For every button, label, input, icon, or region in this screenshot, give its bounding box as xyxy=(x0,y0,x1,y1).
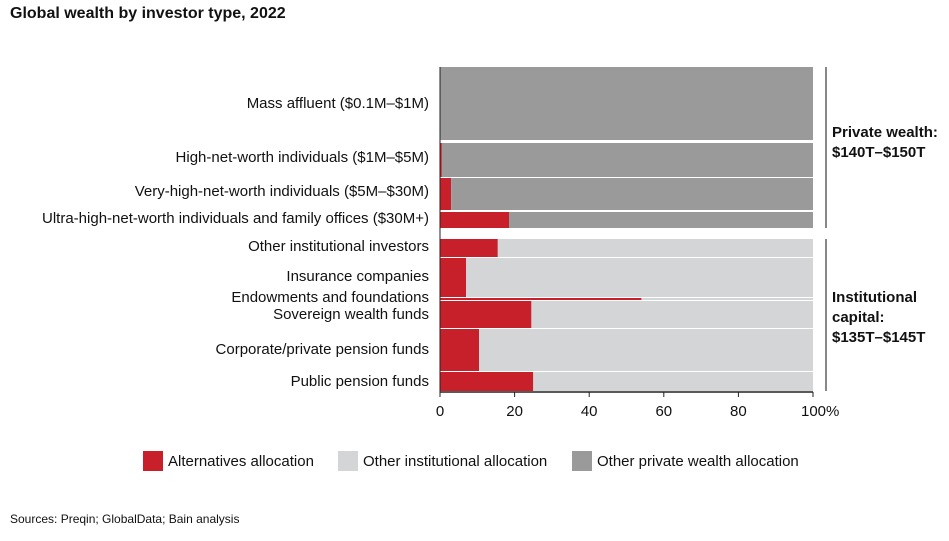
bar-segment xyxy=(440,212,510,228)
bar-segment xyxy=(451,178,813,210)
x-tick-label: 80 xyxy=(730,403,747,420)
category-label: Corporate/private pension funds xyxy=(216,341,429,358)
bar-segment xyxy=(440,298,642,300)
bar-segment xyxy=(440,67,813,140)
legend-swatch xyxy=(143,451,163,471)
category-label: High-net-worth individuals ($1M–$5M) xyxy=(176,149,429,166)
bar-segment xyxy=(440,329,480,371)
category-label: Ultra-high-net-worth individuals and fam… xyxy=(42,210,429,227)
x-tick-label: 40 xyxy=(581,403,598,420)
legend-swatch xyxy=(338,451,358,471)
bar-segment xyxy=(440,258,467,297)
bar-segment xyxy=(440,178,452,210)
x-tick-label: 100% xyxy=(801,403,839,420)
category-label: Endowments and foundations xyxy=(231,289,429,306)
bar-segment xyxy=(440,301,532,328)
legend-swatch xyxy=(572,451,592,471)
chart-title: Global wealth by investor type, 2022 xyxy=(10,5,286,22)
bar-segment xyxy=(479,329,813,371)
bar-segment xyxy=(440,239,498,257)
bar-segment xyxy=(497,239,813,257)
source: Sources: Preqin; GlobalData; Bain analys… xyxy=(10,512,239,526)
bar-segment xyxy=(466,258,813,297)
annotation: Private wealth: xyxy=(832,124,938,141)
category-label: Public pension funds xyxy=(291,373,429,390)
annotation: $140T–$150T xyxy=(832,144,925,161)
category-label: Sovereign wealth funds xyxy=(273,306,429,323)
legend-label: Other institutional allocation xyxy=(363,453,547,470)
bar-segment xyxy=(440,143,442,177)
category-label: Other institutional investors xyxy=(248,238,429,255)
legend-label: Alternatives allocation xyxy=(168,453,314,470)
bar-segment xyxy=(440,372,534,391)
x-tick-label: 20 xyxy=(506,403,523,420)
x-tick-label: 0 xyxy=(436,403,444,420)
annotation: $135T–$145T xyxy=(832,329,925,346)
category-label: Insurance companies xyxy=(286,268,429,285)
bar-segment xyxy=(533,372,813,391)
category-label: Very-high-net-worth individuals ($5M–$30… xyxy=(135,183,429,200)
bar-segment xyxy=(641,298,813,300)
bar-segment xyxy=(441,143,813,177)
legend-label: Other private wealth allocation xyxy=(597,453,799,470)
category-label: Mass affluent ($0.1M–$1M) xyxy=(247,95,429,112)
annotation: Institutional xyxy=(832,289,917,306)
annotation: capital: xyxy=(832,309,885,326)
x-tick-label: 60 xyxy=(655,403,672,420)
bar-segment xyxy=(509,212,813,228)
bar-segment xyxy=(531,301,813,328)
